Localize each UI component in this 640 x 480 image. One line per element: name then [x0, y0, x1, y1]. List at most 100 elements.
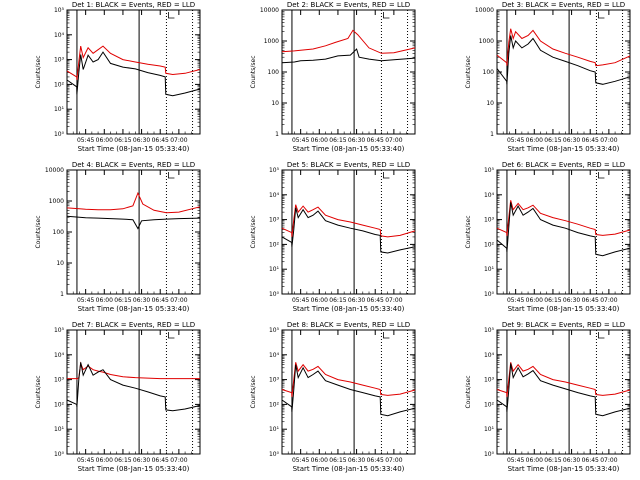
x-tick-label: 06:45 — [152, 137, 169, 144]
y-tick-label: 10³ — [269, 217, 280, 224]
x-axis-label: Start Time (08-Jan-15 05:33:40) — [78, 465, 190, 473]
x-tick-label: 06:15 — [544, 457, 561, 464]
series-events-line — [496, 35, 631, 85]
x-axis-label: Start Time (08-Jan-15 05:33:40) — [508, 465, 620, 473]
x-tick-label: 06:30 — [348, 457, 365, 464]
plot-frame — [496, 169, 631, 295]
x-tick-label: 06:00 — [526, 457, 543, 464]
series-events-line — [496, 363, 631, 417]
y-axis-label: Counts/sec — [465, 55, 472, 88]
panel-title: Det 7: BLACK = Events, RED = LLD — [72, 321, 195, 329]
panel-title: Det 3: BLACK = Events, RED = LLD — [502, 1, 625, 9]
y-tick-label: 10⁵ — [54, 7, 65, 14]
y-tick-label: 10² — [484, 241, 495, 248]
y-tick-label: 10³ — [54, 57, 65, 64]
y-axis-label: Counts/sec — [250, 215, 257, 248]
panel-title: Det 1: BLACK = Events, RED = LLD — [72, 1, 195, 9]
plot-frame — [281, 9, 416, 135]
y-tick-label: 10⁴ — [269, 192, 280, 199]
panel-det-6: Det 6: BLACK = Events, RED = LLD 10⁰ 10¹ 10… — [465, 161, 631, 313]
x-tick-label: 06:30 — [133, 297, 150, 304]
y-axis-label: Counts/sec — [465, 215, 472, 248]
x-axis-label: Start Time (08-Jan-15 05:33:40) — [508, 305, 620, 313]
x-tick-label: 07:00 — [170, 297, 187, 304]
x-tick-label: 06:45 — [367, 457, 384, 464]
flag-marker — [598, 332, 605, 339]
panel-title: Det 5: BLACK = Events, RED = LLD — [287, 161, 410, 169]
series-lld-line — [281, 204, 416, 238]
y-tick-label: 1 — [60, 291, 64, 298]
x-tick-label: 06:30 — [133, 457, 150, 464]
x-tick-label: 06:15 — [114, 457, 131, 464]
x-axis-label: Start Time (08-Jan-15 05:33:40) — [293, 145, 405, 153]
y-tick-label: 1000 — [264, 38, 279, 45]
series-lld-line — [496, 28, 631, 67]
flag-marker — [383, 172, 390, 179]
series-events-line — [496, 202, 631, 257]
y-tick-label: 10⁰ — [54, 131, 65, 138]
panel-title: Det 8: BLACK = Events, RED = LLD — [287, 321, 410, 329]
x-tick-label: 06:15 — [114, 137, 131, 144]
flag-marker — [168, 12, 175, 19]
y-axis-label: Counts/sec — [35, 215, 42, 248]
x-tick-label: 06:00 — [526, 137, 543, 144]
y-axis-label: Counts/sec — [250, 55, 257, 88]
plot-frame — [281, 169, 416, 295]
y-tick-label: 10³ — [484, 377, 495, 384]
x-tick-label: 06:30 — [348, 137, 365, 144]
flag-marker — [383, 12, 390, 19]
x-axis-label: Start Time (08-Jan-15 05:33:40) — [508, 145, 620, 153]
series-events-line — [281, 207, 416, 254]
x-tick-label: 07:00 — [600, 137, 617, 144]
x-tick-label: 06:00 — [96, 137, 113, 144]
y-axis-label: Counts/sec — [35, 55, 42, 88]
plot-frame — [66, 169, 201, 295]
panel-det-4: Det 4: BLACK = Events, RED = LLD 1 10 100 10… — [35, 161, 201, 313]
y-tick-label: 10 — [56, 260, 64, 267]
y-tick-label: 1 — [275, 131, 279, 138]
series-lld-line — [281, 29, 416, 54]
plot-frame — [281, 329, 416, 455]
x-tick-label: 07:00 — [600, 297, 617, 304]
x-tick-label: 06:15 — [329, 457, 346, 464]
x-tick-label: 06:30 — [563, 457, 580, 464]
panel-det-9: Det 9: BLACK = Events, RED = LLD 10⁰ 10¹ 10… — [465, 321, 631, 473]
y-tick-label: 10⁴ — [54, 32, 65, 39]
panel-det-3: Det 3: BLACK = Events, RED = LLD 1 10 100 10… — [465, 1, 631, 153]
x-tick-label: 06:30 — [563, 297, 580, 304]
y-tick-label: 10⁰ — [54, 451, 65, 458]
x-axis-label: Start Time (08-Jan-15 05:33:40) — [78, 305, 190, 313]
x-tick-label: 06:00 — [526, 297, 543, 304]
x-tick-label: 06:15 — [114, 297, 131, 304]
series-lld-line — [66, 45, 201, 81]
x-tick-label: 06:45 — [367, 297, 384, 304]
y-tick-label: 10¹ — [269, 426, 280, 433]
series-events-line — [66, 362, 201, 412]
y-tick-label: 10³ — [269, 377, 280, 384]
x-tick-label: 05:45 — [292, 137, 309, 144]
x-tick-label: 07:00 — [385, 137, 402, 144]
plot-frame — [496, 329, 631, 455]
x-tick-label: 05:45 — [292, 457, 309, 464]
y-tick-label: 10⁴ — [484, 352, 495, 359]
x-tick-label: 06:45 — [582, 297, 599, 304]
x-axis-label: Start Time (08-Jan-15 05:33:40) — [293, 465, 405, 473]
panel-det-8: Det 8: BLACK = Events, RED = LLD 10⁰ 10¹ 10… — [250, 321, 416, 473]
x-tick-label: 06:15 — [544, 137, 561, 144]
y-tick-label: 100 — [53, 229, 65, 236]
series-events-line — [66, 51, 201, 97]
flag-marker — [598, 12, 605, 19]
x-tick-label: 07:00 — [600, 457, 617, 464]
plot-frame — [66, 329, 201, 455]
y-tick-label: 10⁵ — [54, 327, 65, 334]
y-tick-label: 10000 — [475, 7, 494, 14]
y-tick-label: 10000 — [260, 7, 279, 14]
x-tick-label: 07:00 — [170, 137, 187, 144]
flag-marker — [598, 172, 605, 179]
panel-title: Det 2: BLACK = Events, RED = LLD — [287, 1, 410, 9]
x-tick-label: 06:30 — [348, 297, 365, 304]
y-tick-label: 10² — [54, 81, 65, 88]
y-axis-label: Counts/sec — [465, 375, 472, 408]
series-lld-line — [66, 191, 201, 214]
